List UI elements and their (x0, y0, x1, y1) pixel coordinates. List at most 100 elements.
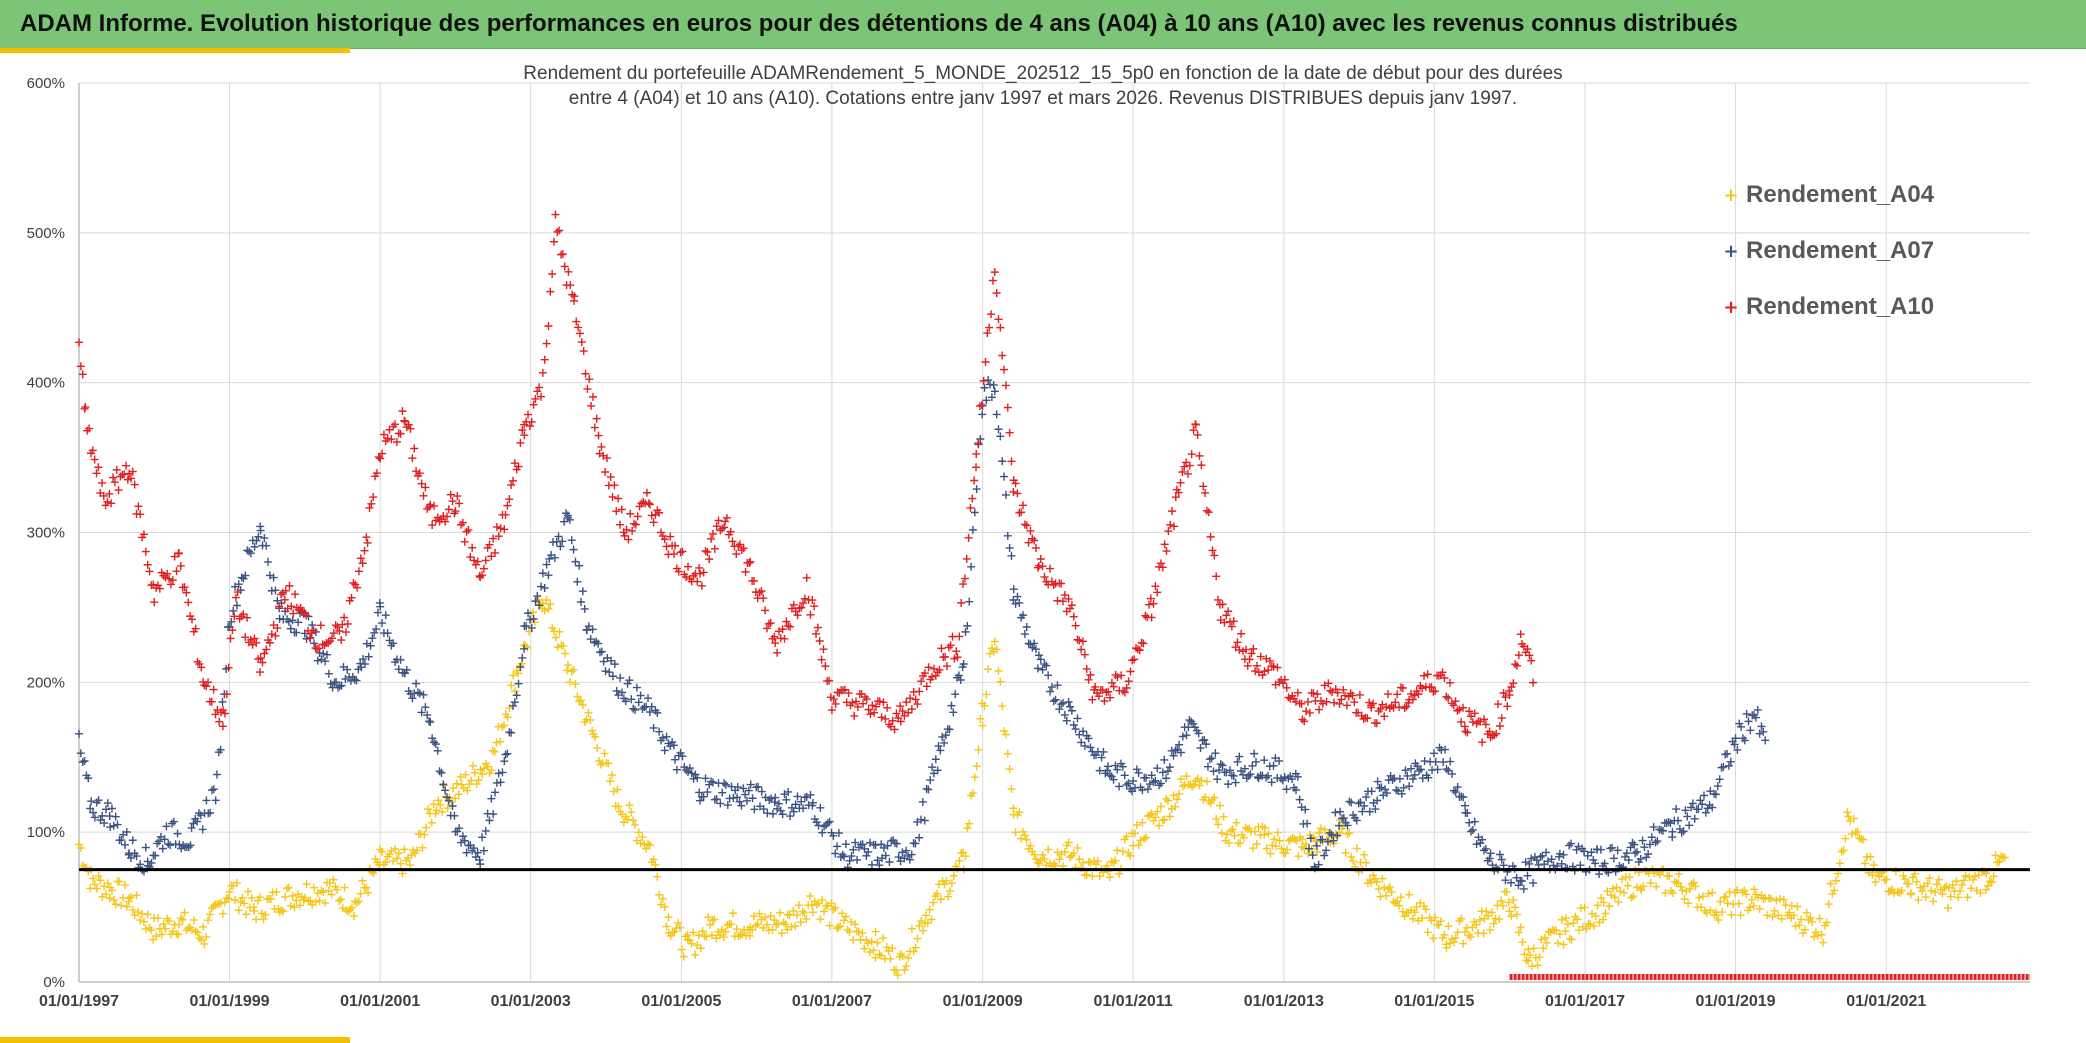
data-point-rendement_a10 (1363, 714, 1372, 723)
data-point-rendement_a10 (974, 439, 983, 448)
data-point-rendement_a07 (847, 852, 856, 861)
data-point-rendement_a10 (150, 598, 159, 607)
data-point-rendement_a07 (324, 669, 333, 678)
data-point-rendement_a07 (162, 822, 171, 831)
data-point-rendement_a04 (974, 745, 983, 754)
data-point-rendement_a07 (994, 425, 1003, 434)
data-point-rendement_a10 (746, 557, 755, 566)
data-point-rendement_a04 (1239, 833, 1248, 842)
data-point-rendement_a10 (935, 665, 944, 674)
data-point-rendement_a04 (1320, 825, 1329, 834)
data-point-rendement_a10 (1107, 678, 1116, 687)
data-point-rendement_a07 (649, 723, 658, 732)
data-point-rendement_a07 (360, 659, 369, 668)
data-point-rendement_a04 (354, 897, 363, 906)
data-point-rendement_a10 (379, 430, 388, 439)
data-point-rendement_a10 (1094, 692, 1103, 701)
data-point-rendement_a04 (300, 893, 309, 902)
data-point-rendement_a10 (441, 517, 450, 526)
data-point-rendement_a10 (130, 480, 139, 489)
data-point-rendement_a10 (460, 537, 469, 546)
data-point-rendement_a04 (1819, 938, 1828, 947)
data-point-rendement_a07 (1694, 805, 1703, 814)
data-point-rendement_a10 (98, 478, 107, 487)
data-point-rendement_a04 (1423, 928, 1432, 937)
data-point-rendement_a04 (1893, 887, 1902, 896)
data-point-rendement_a10 (1298, 715, 1307, 724)
data-point-rendement_a10 (1088, 695, 1097, 704)
data-point-rendement_a10 (718, 524, 727, 533)
data-point-rendement_a10 (1251, 667, 1260, 676)
data-point-rendement_a07 (672, 765, 681, 774)
data-point-rendement_a10 (1280, 675, 1289, 684)
data-point-rendement_a04 (1927, 886, 1936, 895)
data-point-rendement_a07 (527, 623, 536, 632)
data-point-rendement_a04 (1277, 844, 1286, 853)
data-point-rendement_a07 (1092, 751, 1101, 760)
data-point-rendement_a10 (985, 323, 994, 332)
data-point-rendement_a04 (1382, 891, 1391, 900)
data-point-rendement_a07 (744, 786, 753, 795)
data-point-rendement_a10 (211, 710, 220, 719)
data-point-rendement_a04 (593, 743, 602, 752)
data-point-rendement_a07 (1034, 651, 1043, 660)
data-point-rendement_a07 (1717, 763, 1726, 772)
data-point-rendement_a10 (1514, 651, 1523, 660)
data-point-rendement_a07 (1325, 828, 1334, 837)
data-point-rendement_a07 (945, 725, 954, 734)
data-point-rendement_a10 (737, 546, 746, 555)
data-point-rendement_a07 (415, 689, 424, 698)
data-point-rendement_a07 (1158, 768, 1167, 777)
data-point-rendement_a04 (1901, 875, 1910, 884)
data-point-rendement_a10 (907, 705, 916, 714)
data-point-rendement_a04 (1249, 844, 1258, 853)
data-point-rendement_a07 (840, 852, 849, 861)
data-point-rendement_a10 (1122, 683, 1131, 692)
data-point-rendement_a04 (1563, 920, 1572, 929)
x-tick-label: 01/01/2011 (1094, 993, 1173, 1010)
data-point-rendement_a07 (435, 767, 444, 776)
data-point-rendement_a10 (1382, 702, 1391, 711)
data-point-rendement_a07 (1521, 858, 1530, 867)
data-point-rendement_a10 (443, 512, 452, 521)
data-point-rendement_a04 (1584, 919, 1593, 928)
data-point-rendement_a10 (831, 699, 840, 708)
data-point-rendement_a07 (1497, 855, 1506, 864)
data-point-rendement_a04 (109, 895, 118, 904)
legend-item-a04[interactable]: + Rendement_A04 (1720, 180, 1934, 210)
data-point-rendement_a10 (1162, 547, 1171, 556)
data-point-rendement_a07 (1501, 876, 1510, 885)
data-point-rendement_a04 (324, 886, 333, 895)
data-point-rendement_a10 (125, 469, 134, 478)
data-point-rendement_a04 (1599, 915, 1608, 924)
data-point-rendement_a04 (738, 930, 747, 939)
data-point-rendement_a04 (257, 909, 266, 918)
data-point-rendement_a10 (774, 627, 783, 636)
legend-item-a07[interactable]: + Rendement_A07 (1720, 236, 1934, 266)
data-point-rendement_a10 (697, 581, 706, 590)
data-point-rendement_a04 (1504, 898, 1513, 907)
data-point-rendement_a10 (1266, 657, 1275, 666)
legend-item-a10[interactable]: + Rendement_A10 (1720, 292, 1934, 322)
data-point-rendement_a10 (1005, 428, 1014, 437)
data-point-rendement_a04 (1736, 911, 1745, 920)
data-point-rendement_a10 (1178, 468, 1187, 477)
data-point-rendement_a07 (980, 383, 989, 392)
data-point-rendement_a10 (487, 552, 496, 561)
data-point-rendement_a07 (1457, 792, 1466, 801)
data-point-rendement_a10 (184, 598, 193, 607)
data-point-rendement_a07 (660, 746, 669, 755)
data-point-rendement_a07 (294, 618, 303, 627)
data-point-rendement_a04 (432, 806, 441, 815)
data-point-rendement_a07 (400, 669, 409, 678)
data-point-rendement_a10 (453, 492, 462, 501)
data-point-rendement_a07 (1467, 827, 1476, 836)
data-point-rendement_a07 (1280, 773, 1289, 782)
data-point-rendement_a10 (864, 705, 873, 714)
data-point-rendement_a07 (797, 797, 806, 806)
data-point-rendement_a07 (554, 532, 563, 541)
data-point-rendement_a04 (1178, 782, 1187, 791)
data-point-rendement_a04 (1987, 878, 1996, 887)
data-point-rendement_a04 (1156, 802, 1165, 811)
data-point-rendement_a10 (551, 210, 560, 219)
